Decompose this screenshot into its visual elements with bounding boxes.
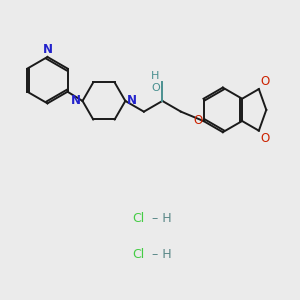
Text: N: N xyxy=(71,94,81,107)
Text: H: H xyxy=(151,71,159,81)
Text: O: O xyxy=(194,114,203,127)
Text: – H: – H xyxy=(152,248,172,260)
Text: Cl: Cl xyxy=(132,212,144,225)
Text: – H: – H xyxy=(152,212,172,225)
Text: O: O xyxy=(260,75,270,88)
Text: N: N xyxy=(43,43,52,56)
Text: O: O xyxy=(151,83,160,93)
Text: N: N xyxy=(127,94,137,107)
Text: Cl: Cl xyxy=(132,248,144,260)
Text: O: O xyxy=(260,132,270,145)
